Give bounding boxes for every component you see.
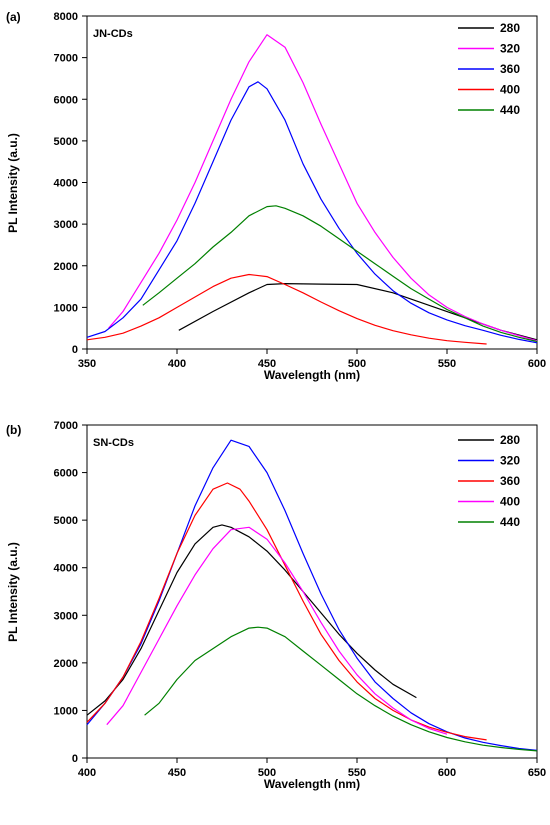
legend-label: 280 <box>500 433 520 447</box>
y-tick-label: 2000 <box>54 261 78 273</box>
y-axis-title: PL Intensity (a.u.) <box>6 133 20 233</box>
y-axis-title: PL Intensity (a.u.) <box>6 542 20 642</box>
x-tick-label: 400 <box>168 358 186 370</box>
series-line-320 <box>108 34 538 342</box>
series-lines <box>86 34 538 345</box>
x-tick-label: 400 <box>78 767 96 779</box>
x-axis-title: Wavelength (nm) <box>264 777 360 791</box>
x-tick-label: 550 <box>438 358 456 370</box>
plot-frame <box>86 424 538 759</box>
series-line-280 <box>86 524 417 716</box>
y-tick-label: 1000 <box>54 705 78 717</box>
y-tick-label: 3000 <box>54 219 78 231</box>
y-tick-label: 8000 <box>54 11 78 23</box>
series-line-440 <box>142 205 538 343</box>
series-line-400 <box>86 273 487 345</box>
series-line-360 <box>86 482 487 741</box>
y-tick-label: 1000 <box>54 302 78 314</box>
series-line-440 <box>144 626 538 752</box>
x-tick-label: 550 <box>348 767 366 779</box>
legend: 280 320 360 400 440 <box>458 433 520 529</box>
inset-label: SN-CDs <box>93 437 134 449</box>
y-tick-label: 0 <box>72 753 78 765</box>
legend-label: 360 <box>500 62 520 76</box>
series-line-360 <box>86 81 538 344</box>
x-tick-label: 450 <box>258 358 276 370</box>
y-tick-label: 6000 <box>54 94 78 106</box>
legend-label: 320 <box>500 42 520 56</box>
x-axis-title: Wavelength (nm) <box>264 368 360 382</box>
y-tick-label: 4000 <box>54 563 78 575</box>
legend-label: 440 <box>500 103 520 117</box>
y-tick-label: 5000 <box>54 515 78 527</box>
y-tick-label: 5000 <box>54 136 78 148</box>
y-tick-label: 6000 <box>54 468 78 480</box>
x-axis-ticks: 400 450 500 550 600 650 <box>78 758 546 779</box>
legend-label: 440 <box>500 515 520 529</box>
y-tick-label: 3000 <box>54 610 78 622</box>
y-axis-ticks: 0 1000 2000 3000 4000 5000 6000 7000 <box>54 420 87 765</box>
panel-label: (b) <box>6 423 21 437</box>
y-tick-label: 7000 <box>54 420 78 432</box>
x-tick-label: 650 <box>528 767 546 779</box>
y-tick-label: 2000 <box>54 658 78 670</box>
y-tick-label: 7000 <box>54 53 78 65</box>
legend-label: 360 <box>500 474 520 488</box>
x-tick-label: 350 <box>78 358 96 370</box>
series-line-280 <box>178 283 538 341</box>
series-line-320 <box>86 439 538 751</box>
x-tick-label: 600 <box>438 767 456 779</box>
x-tick-label: 500 <box>258 767 276 779</box>
inset-label: JN-CDs <box>93 28 133 40</box>
legend-label: 400 <box>500 83 520 97</box>
series-lines <box>86 439 538 752</box>
legend-label: 320 <box>500 454 520 468</box>
legend-label: 280 <box>500 21 520 35</box>
legend-label: 400 <box>500 495 520 509</box>
y-axis-ticks: 0 1000 2000 3000 4000 5000 6000 7000 8000 <box>54 11 87 356</box>
x-tick-label: 600 <box>528 358 546 370</box>
legend: 280 320 360 400 440 <box>458 21 520 117</box>
panel-label: (a) <box>6 10 21 24</box>
y-tick-label: 0 <box>72 344 78 356</box>
panel-b: (b) SN-CDs 400 450 500 550 600 650 0 1000 2000 3… <box>6 420 546 791</box>
series-line-400 <box>106 526 448 735</box>
x-axis-ticks: 350 400 450 500 550 600 <box>78 349 546 370</box>
panel-a: (a) JN-CDs 350 400 450 500 550 600 0 1000 2000 3… <box>6 10 546 382</box>
x-tick-label: 500 <box>348 358 366 370</box>
x-tick-label: 450 <box>168 767 186 779</box>
y-tick-label: 4000 <box>54 178 78 190</box>
